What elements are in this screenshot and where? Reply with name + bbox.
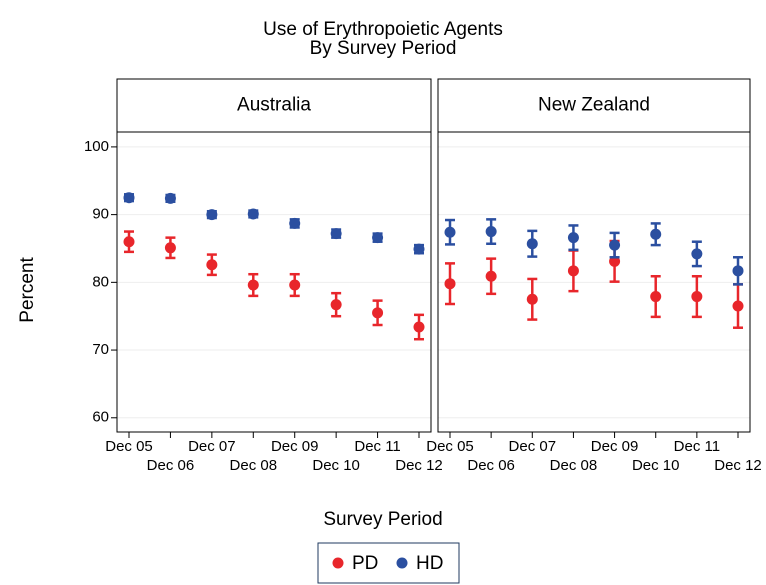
x-tick-label: Dec 11 xyxy=(354,438,400,455)
point xyxy=(691,248,703,260)
x-tick-label: Dec 09 xyxy=(591,438,639,455)
x-tick-label: Dec 05 xyxy=(105,438,153,455)
point xyxy=(444,226,456,238)
x-axis-label: Survey Period xyxy=(323,509,442,530)
x-tick-label: Dec 06 xyxy=(467,457,515,474)
point xyxy=(485,226,497,238)
x-tick-label: Dec 07 xyxy=(188,438,236,455)
point xyxy=(732,265,744,277)
point xyxy=(206,209,218,221)
point xyxy=(123,192,135,204)
point xyxy=(650,228,662,240)
legend-box xyxy=(317,542,460,584)
plot-frame xyxy=(116,131,432,433)
y-tick-label: 60 xyxy=(92,409,109,426)
point xyxy=(732,300,744,312)
y-tick-label: 100 xyxy=(84,138,109,155)
point xyxy=(289,217,301,229)
x-tick-label: Dec 10 xyxy=(312,457,360,474)
plot-frame xyxy=(437,131,751,433)
point xyxy=(485,270,497,282)
x-tick-label: Dec 08 xyxy=(230,457,278,474)
point xyxy=(650,291,662,303)
point xyxy=(413,243,425,255)
point xyxy=(413,321,425,333)
panel-header xyxy=(437,78,751,133)
y-axis-label: Percent xyxy=(17,257,38,323)
x-tick-label: Dec 12 xyxy=(714,457,762,474)
x-tick-label: Dec 09 xyxy=(271,438,319,455)
x-tick-label: Dec 05 xyxy=(426,438,474,455)
point xyxy=(247,208,259,220)
point xyxy=(609,239,621,251)
panel-header xyxy=(116,78,432,133)
point xyxy=(526,238,538,250)
point xyxy=(330,228,342,240)
point xyxy=(164,242,176,254)
point xyxy=(330,299,342,311)
chart-subtitle: By Survey Period xyxy=(310,38,457,59)
point xyxy=(444,278,456,290)
point xyxy=(372,232,384,244)
legend-label: PD xyxy=(352,553,378,574)
legend-marker xyxy=(332,557,344,569)
point xyxy=(567,265,579,277)
y-tick-label: 70 xyxy=(92,341,109,358)
point xyxy=(123,236,135,248)
point xyxy=(164,192,176,204)
y-tick-label: 80 xyxy=(92,273,109,290)
point xyxy=(372,307,384,319)
point xyxy=(609,255,621,267)
point xyxy=(247,279,259,291)
point xyxy=(567,232,579,244)
point xyxy=(526,293,538,305)
x-tick-label: Dec 07 xyxy=(509,438,557,455)
x-tick-label: Dec 06 xyxy=(147,457,195,474)
panel-title: Australia xyxy=(237,95,311,116)
x-tick-label: Dec 08 xyxy=(550,457,598,474)
point xyxy=(691,291,703,303)
x-tick-label: Dec 11 xyxy=(674,438,720,455)
legend-marker xyxy=(396,557,408,569)
chart-title: Use of Erythropoietic Agents xyxy=(263,19,503,40)
y-tick-label: 90 xyxy=(92,206,109,223)
x-tick-label: Dec 12 xyxy=(395,457,443,474)
legend-label: HD xyxy=(416,553,443,574)
point xyxy=(206,259,218,271)
panel-title: New Zealand xyxy=(538,95,650,116)
x-tick-label: Dec 10 xyxy=(632,457,680,474)
point xyxy=(289,279,301,291)
